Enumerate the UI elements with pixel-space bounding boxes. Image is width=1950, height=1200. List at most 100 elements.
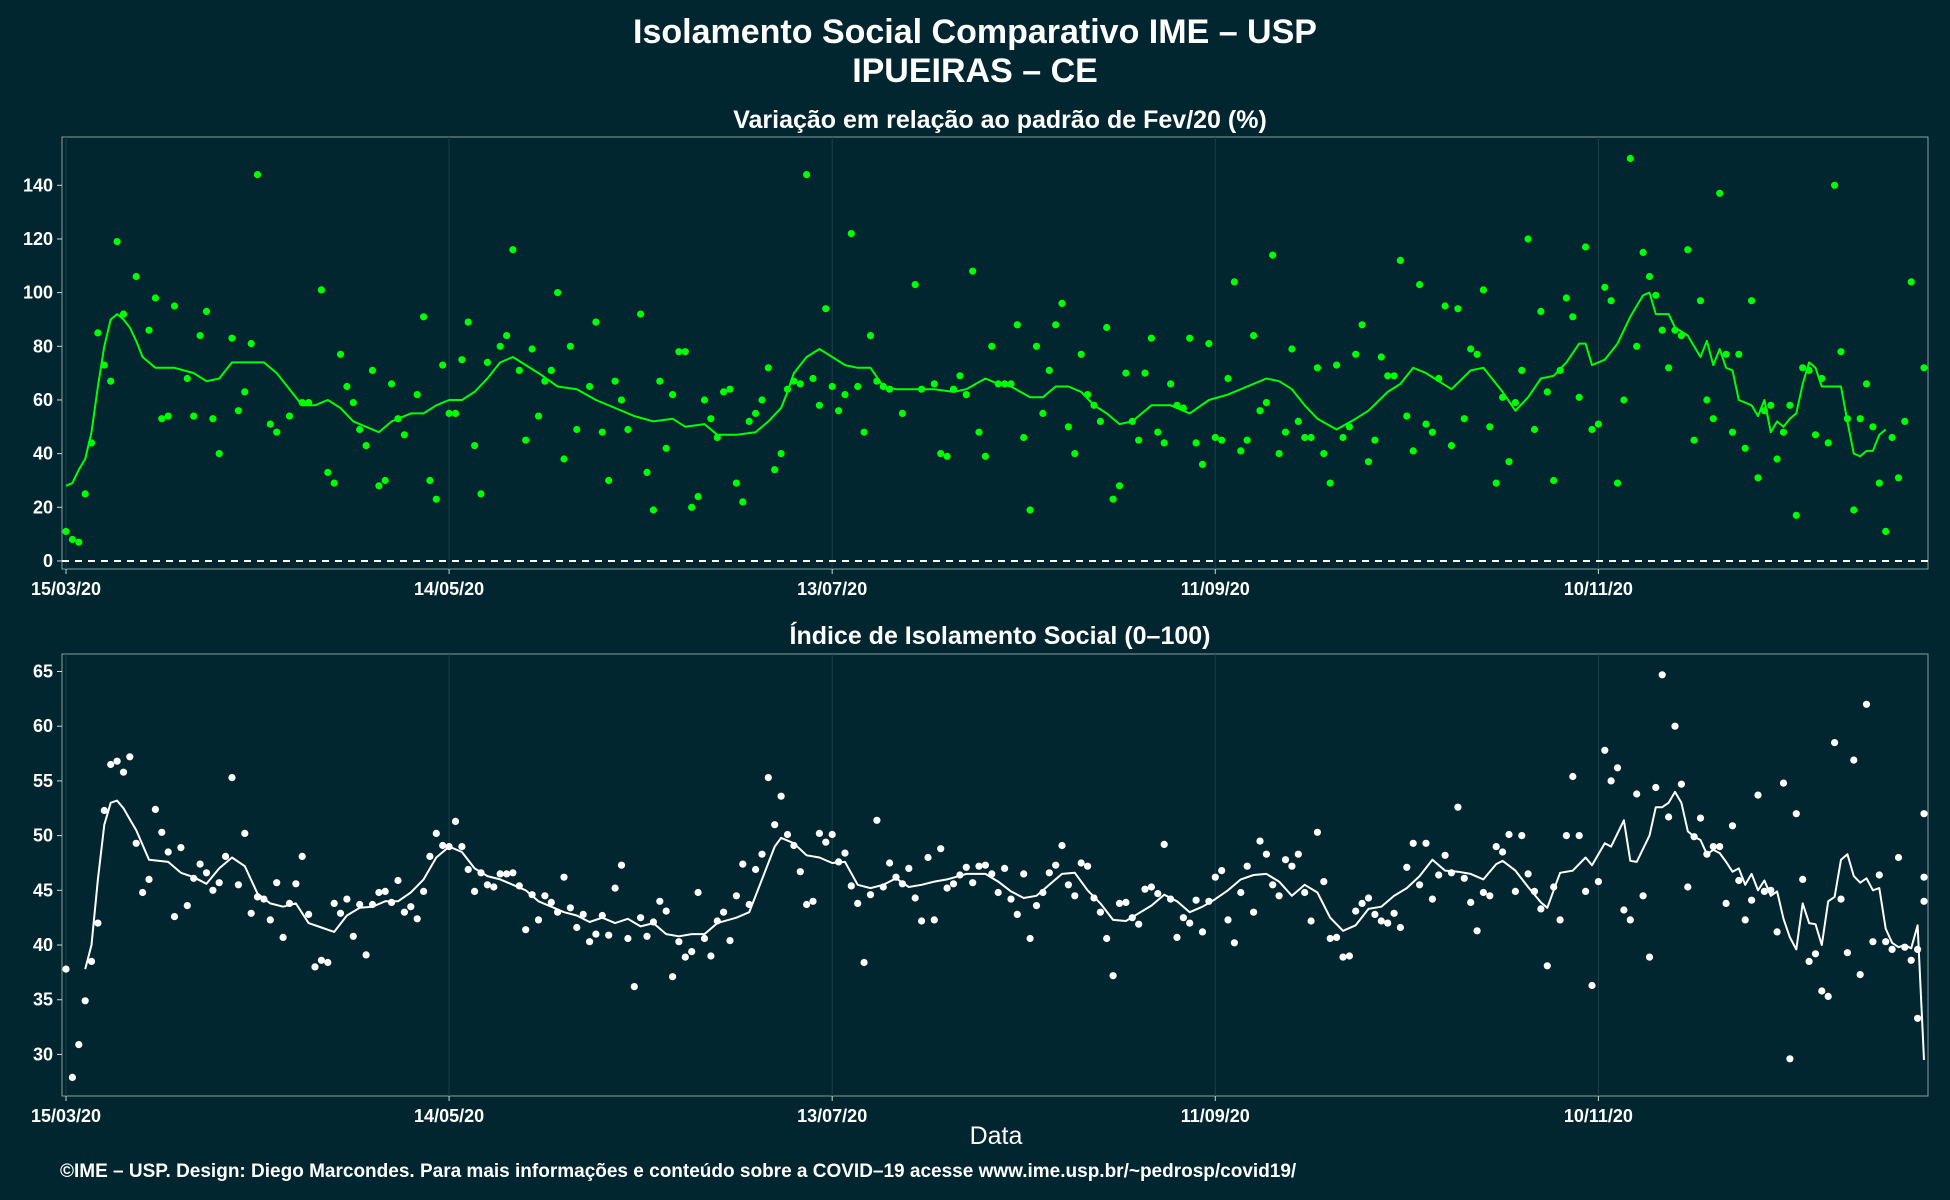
bottom-data-point <box>866 891 875 899</box>
bottom-data-point <box>1728 822 1737 830</box>
bottom-data-point <box>656 897 664 905</box>
top-data-point <box>356 425 364 434</box>
top-data-point <box>1020 433 1028 442</box>
bottom-data-point <box>1562 832 1570 840</box>
bottom-y-tick-label: 50 <box>33 826 53 846</box>
bottom-data-point <box>1007 895 1015 903</box>
top-data-point <box>1275 450 1283 458</box>
top-data-point <box>349 399 357 407</box>
bottom-data-point <box>528 891 536 899</box>
top-data-point <box>554 289 562 297</box>
bottom-data-point <box>1684 883 1692 891</box>
bottom-data-point <box>1160 840 1168 849</box>
bottom-data-point <box>94 919 102 927</box>
top-data-point <box>1869 423 1877 431</box>
bottom-data-point <box>292 880 300 888</box>
top-data-point <box>586 382 594 391</box>
top-data-point <box>739 498 747 506</box>
bottom-data-point <box>1658 671 1666 679</box>
top-data-point <box>1607 297 1615 305</box>
bottom-data-point <box>809 897 817 905</box>
top-data-point <box>1569 313 1577 321</box>
top-data-point <box>1728 428 1737 436</box>
top-data-point <box>1147 334 1155 342</box>
top-y-tick-label: 100 <box>23 283 53 303</box>
bottom-data-point <box>305 910 313 919</box>
bottom-data-point <box>273 879 281 887</box>
bottom-data-point <box>432 829 440 838</box>
bottom-data-point <box>1530 887 1539 896</box>
bottom-data-point <box>1045 869 1053 877</box>
top-data-point <box>1754 474 1762 482</box>
top-data-point <box>100 361 108 369</box>
top-data-point <box>196 332 204 340</box>
top-data-point <box>956 372 964 380</box>
top-data-point <box>1837 348 1845 356</box>
bottom-data-point <box>534 916 543 924</box>
top-data-point <box>266 420 274 428</box>
bottom-data-point <box>828 830 836 839</box>
top-data-point <box>158 415 166 423</box>
top-daily-points <box>62 154 1928 546</box>
bottom-data-point <box>1333 933 1341 942</box>
top-data-point <box>949 385 958 393</box>
top-data-point <box>1422 420 1430 428</box>
top-y-tick-label: 20 <box>33 497 53 517</box>
bottom-data-point <box>815 829 824 838</box>
bottom-data-point <box>1569 772 1577 781</box>
bottom-data-point <box>1243 862 1251 870</box>
bottom-data-point <box>126 753 134 761</box>
bottom-data-point <box>356 900 364 909</box>
top-moving-average <box>65 291 1887 487</box>
top-data-point <box>1690 436 1698 444</box>
bottom-data-point <box>854 899 862 908</box>
top-data-point <box>1467 345 1475 353</box>
bottom-data-point <box>554 908 562 916</box>
top-data-point <box>1786 401 1794 409</box>
bottom-data-point <box>1786 1055 1794 1063</box>
bottom-data-point <box>1109 972 1117 980</box>
bottom-data-point <box>170 913 179 921</box>
top-data-point <box>771 466 779 474</box>
bottom-data-point <box>509 869 517 877</box>
bottom-data-point <box>905 864 913 873</box>
top-data-point <box>1665 364 1673 372</box>
top-data-point <box>669 391 677 399</box>
top-data-point <box>828 382 836 391</box>
top-data-point <box>247 340 255 348</box>
bottom-data-point <box>107 760 115 769</box>
bottom-data-point <box>458 843 466 851</box>
top-data-point <box>1096 417 1104 425</box>
top-y-tick-label: 60 <box>33 390 53 410</box>
bottom-data-point <box>1307 917 1315 925</box>
top-data-point <box>1901 417 1909 425</box>
top-data-point <box>368 366 377 374</box>
top-data-point <box>598 428 606 436</box>
top-data-point <box>1352 350 1360 358</box>
top-data-point <box>1416 281 1424 289</box>
bottom-data-point <box>381 887 389 896</box>
bottom-data-point <box>1460 874 1468 882</box>
top-data-point <box>1192 439 1200 447</box>
bottom-data-point <box>643 932 651 940</box>
bottom-data-point <box>247 909 255 917</box>
bottom-data-point <box>1454 803 1462 811</box>
top-data-point <box>656 377 664 385</box>
bottom-data-point <box>1294 850 1302 858</box>
top-data-point <box>305 399 313 407</box>
top-data-point <box>107 377 115 385</box>
top-data-point <box>1716 189 1724 197</box>
top-data-point <box>1115 482 1124 490</box>
bottom-data-point <box>1716 843 1724 851</box>
top-data-point <box>324 468 332 476</box>
top-data-point <box>1256 407 1264 415</box>
top-data-point <box>1748 297 1756 305</box>
top-data-point <box>1511 399 1519 407</box>
top-x-tick-label: 10/11/20 <box>1564 579 1633 599</box>
top-data-point <box>1767 401 1775 409</box>
bottom-data-point <box>981 861 990 869</box>
bottom-data-point <box>139 888 147 897</box>
top-data-point <box>1358 321 1366 329</box>
top-data-point <box>1582 243 1590 251</box>
bottom-data-point <box>1211 873 1219 881</box>
